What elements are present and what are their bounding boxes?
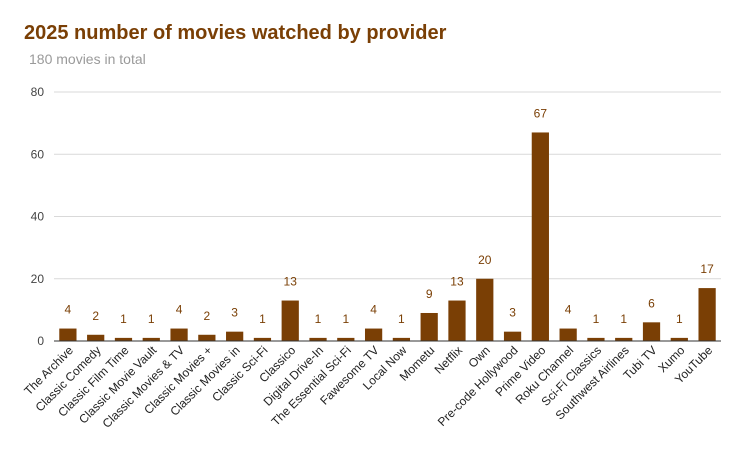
bar xyxy=(503,331,522,341)
bar xyxy=(364,328,383,341)
bar xyxy=(253,337,272,341)
data-label: 13 xyxy=(284,275,298,289)
y-tick-label: 40 xyxy=(31,210,45,224)
y-tick-label: 20 xyxy=(31,272,45,286)
data-label: 1 xyxy=(593,312,600,326)
data-label: 4 xyxy=(176,303,183,317)
data-label: 6 xyxy=(648,296,655,310)
bar xyxy=(531,132,549,341)
bar xyxy=(226,331,244,341)
bar xyxy=(587,337,605,341)
bar xyxy=(420,312,438,341)
y-tick-label: 60 xyxy=(31,147,45,161)
data-label: 1 xyxy=(120,312,127,326)
bar xyxy=(142,337,160,341)
bar xyxy=(281,300,299,341)
y-tick-label: 0 xyxy=(37,334,44,348)
bar xyxy=(114,337,133,341)
bar xyxy=(198,334,216,341)
data-label: 1 xyxy=(315,312,322,326)
data-label: 2 xyxy=(92,309,99,323)
bar xyxy=(309,337,327,341)
data-label: 13 xyxy=(450,275,464,289)
data-label: 1 xyxy=(676,312,683,326)
bar xyxy=(670,337,688,341)
data-label: 1 xyxy=(398,312,405,326)
data-label: 3 xyxy=(509,306,516,320)
bar xyxy=(170,328,188,341)
bar xyxy=(559,328,577,341)
bar xyxy=(615,337,633,341)
data-label: 20 xyxy=(478,253,492,267)
bar xyxy=(59,328,77,341)
y-axis-ticks: 0 20 40 60 80 xyxy=(31,85,45,348)
bar xyxy=(476,278,494,341)
gridlines xyxy=(54,91,721,280)
data-label: 1 xyxy=(148,312,155,326)
data-label: 4 xyxy=(565,303,572,317)
bar xyxy=(392,337,411,341)
data-label: 67 xyxy=(534,106,548,120)
data-label: 1 xyxy=(259,312,266,326)
bar xyxy=(448,300,466,341)
data-label: 9 xyxy=(426,287,433,301)
data-label: 1 xyxy=(342,312,349,326)
bars xyxy=(59,132,716,341)
bar xyxy=(698,288,716,341)
y-tick-label: 80 xyxy=(31,85,45,99)
data-label: 1 xyxy=(620,312,627,326)
data-label: 4 xyxy=(65,303,72,317)
bar xyxy=(87,334,105,341)
data-label: 17 xyxy=(700,262,714,276)
data-label: 3 xyxy=(231,306,238,320)
x-tick-label: Netflix xyxy=(432,343,465,376)
data-label: 4 xyxy=(370,303,377,317)
chart-title: 2025 number of movies watched by provide… xyxy=(24,22,447,44)
bar xyxy=(337,337,355,341)
data-label: 2 xyxy=(204,309,211,323)
bar xyxy=(642,322,661,341)
chart-subtitle: 180 movies in total xyxy=(29,51,146,67)
